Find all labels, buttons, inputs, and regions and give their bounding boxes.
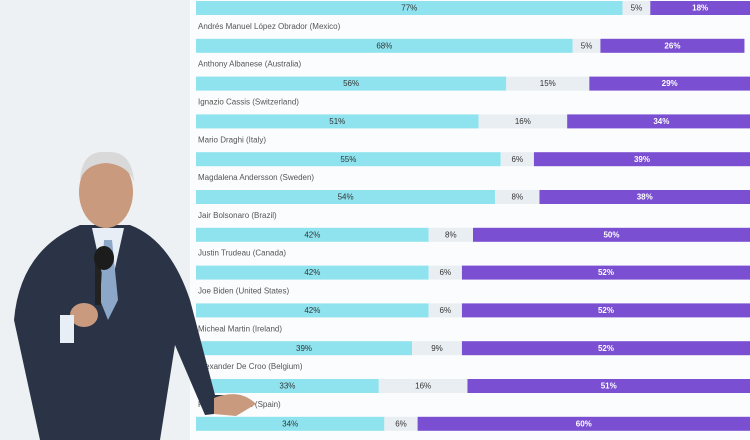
bars: 77% 5% 18% Andrés Manuel López Obrador (Mex… [196,1,750,431]
value-label: 33% [279,382,295,391]
row-label: Anthony Albanese (Australia) [198,60,302,69]
value-label: 56% [343,79,359,88]
bar-segment [478,114,568,129]
bar-segment [461,265,750,280]
value-label: 38% [637,193,653,202]
bar-segment [196,38,573,53]
bar-segment [461,341,750,356]
bar-segment [650,1,750,15]
bar-segment [196,416,385,431]
bar-segment [589,76,750,91]
value-label: 51% [601,382,617,391]
value-label: 18% [692,4,708,13]
bar-segment [196,190,496,204]
bar-segment [378,379,468,393]
bar-segment [473,227,750,242]
value-label: 39% [296,344,312,353]
value-label: 5% [581,41,593,50]
row-label: Jair Bolsonaro (Brazil) [198,211,277,220]
bar-segment [196,76,507,91]
value-label: 29% [662,79,678,88]
bar-segment [500,152,534,167]
row-label: Andrés Manuel López Obrador (Mexico) [198,22,341,31]
bar-segment [600,38,745,53]
bar-segment [428,303,462,318]
bar-segment [567,114,750,129]
row-label: Justin Trudeau (Canada) [198,249,286,258]
value-label: 8% [445,230,457,239]
bar-segment [428,227,473,242]
bar-segment [384,416,418,431]
bar-segment [196,303,429,318]
bar-segment [622,1,651,15]
row-label: Magdalena Andersson (Sweden) [198,173,314,182]
bar-segment [539,190,750,204]
row-label: Mario Draghi (Italy) [198,135,266,144]
value-label: 6% [512,155,524,164]
bar-segment [533,152,750,167]
value-label: 52% [598,306,614,315]
value-label: 42% [304,306,320,315]
value-label: 52% [598,344,614,353]
value-label: 6% [395,419,407,428]
bar-segment [196,379,379,393]
bar-segment [467,379,750,393]
value-label: 42% [304,268,320,277]
value-label: 6% [440,268,452,277]
row-label: Micheal Martin (Ireland) [198,324,282,333]
value-label: 34% [653,117,669,126]
row-label: Alexander De Croo (Belgium) [198,362,303,371]
row-label: Joe Biden (United States) [198,287,289,296]
row-label: Ignazio Cassis (Switzerland) [198,98,299,107]
value-label: 15% [540,79,556,88]
bar-segment [196,265,429,280]
value-label: 54% [338,193,354,202]
value-label: 8% [512,193,524,202]
bar-segment [196,341,413,356]
value-label: 51% [329,117,345,126]
bar-segment [412,341,462,356]
value-label: 39% [634,155,650,164]
value-label: 50% [603,230,619,239]
value-label: 16% [415,382,431,391]
value-label: 26% [664,41,680,50]
bar-segment [196,1,623,15]
bar-segment [428,265,462,280]
value-label: 52% [598,268,614,277]
value-label: 60% [576,419,592,428]
person [14,151,256,440]
bar-segment [461,303,750,318]
value-label: 55% [340,155,356,164]
bar-segment [196,152,501,167]
bar-segment [196,114,479,129]
bar-segment [572,38,601,53]
value-label: 42% [304,230,320,239]
value-label: 34% [282,419,298,428]
value-label: 68% [376,41,392,50]
bar-segment [495,190,540,204]
bar-segment [417,416,750,431]
value-label: 5% [631,4,643,13]
bar-segment [196,227,429,242]
value-label: 6% [440,306,452,315]
value-label: 77% [401,4,417,13]
bar-segment [506,76,590,91]
value-label: 16% [515,117,531,126]
value-label: 9% [431,344,443,353]
